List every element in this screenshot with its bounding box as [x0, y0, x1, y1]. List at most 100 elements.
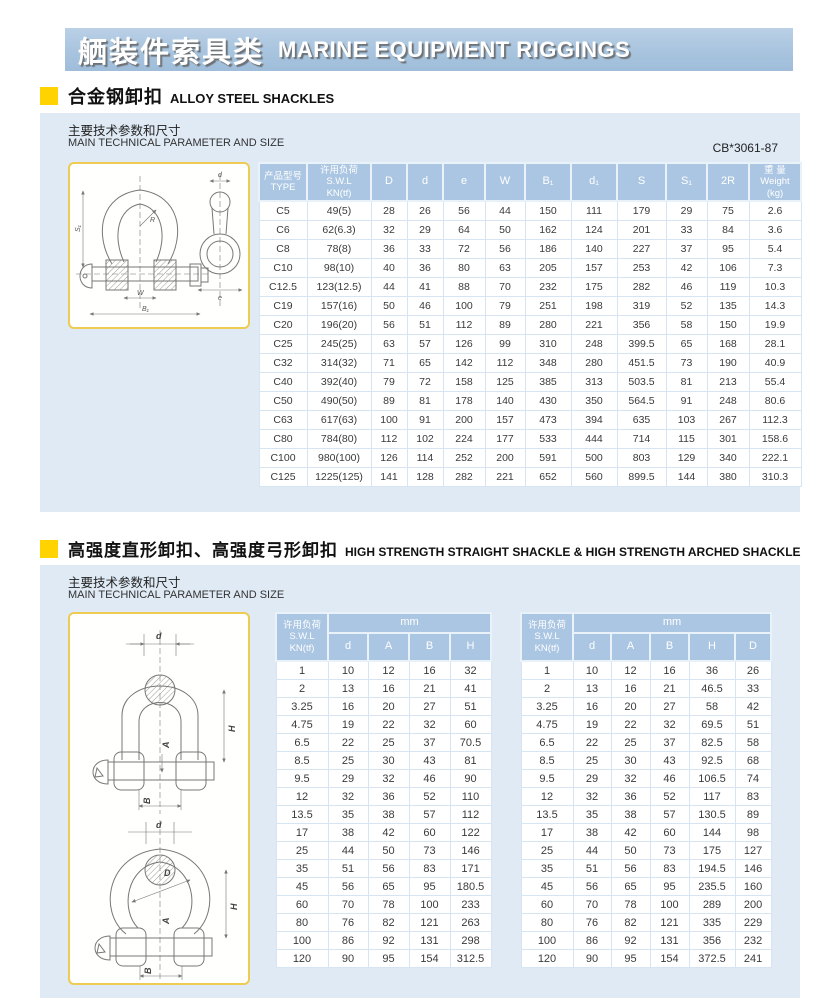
yellow-bullet-icon [40, 87, 58, 105]
table-cell: 119 [706, 277, 750, 298]
arched-table-header-row2: d A B H D [521, 632, 773, 662]
table-cell: 50 [610, 841, 651, 860]
table-cell: 200 [442, 410, 486, 431]
table-cell: 90 [572, 949, 612, 968]
table-cell: 69.5 [688, 715, 736, 734]
standard-number: CB*3061-87 [712, 141, 778, 155]
table-cell: 25 [275, 841, 329, 860]
table-cell: 27 [649, 697, 690, 716]
table-cell: 282 [616, 277, 667, 298]
table-cell: 356 [688, 931, 736, 950]
table-cell: 16 [367, 679, 410, 698]
table-cell: 3.6 [748, 220, 802, 241]
table-cell: 37 [649, 733, 690, 752]
col-header-e: e [442, 161, 486, 203]
table-cell: 92 [610, 931, 651, 950]
table-cell: 76 [572, 913, 612, 932]
table-cell: 154 [649, 949, 690, 968]
table-cell: 473 [524, 410, 572, 431]
table-cell: 8.5 [275, 751, 329, 770]
table-cell: 146 [449, 841, 492, 860]
table-cell: 1225(125) [306, 467, 372, 488]
table-cell: 348 [524, 353, 572, 374]
table-cell: 158.6 [748, 429, 802, 450]
svg-text:D: D [164, 868, 171, 878]
table-cell: 78(8) [306, 239, 372, 260]
svg-text:S₁: S₁ [75, 224, 82, 232]
table-cell: 9.5 [275, 769, 329, 788]
table-cell: 2 [275, 679, 329, 698]
table-cell: 7.3 [748, 258, 802, 279]
table-cell: 1 [520, 660, 574, 680]
table-cell: 56 [442, 200, 486, 222]
table-cell: 19 [572, 715, 612, 734]
table-cell: 63 [484, 258, 526, 279]
swl-header: 许用负荷 S.W.L KN(tf) [275, 612, 329, 662]
table-cell: 310.3 [748, 467, 802, 488]
table-cell: 56 [327, 877, 369, 896]
table-row: 25 44 50 73 146 [275, 841, 492, 860]
straight-table-header-row2: d A B H [276, 632, 493, 662]
table-cell: 340 [706, 448, 750, 469]
table-cell: 70 [572, 895, 612, 914]
table-cell: 282 [442, 467, 486, 488]
table-cell: 803 [616, 448, 667, 469]
table-row: 100 86 92 131 298 [275, 931, 492, 950]
table-cell: 162 [524, 220, 572, 241]
table-cell: 130.5 [688, 805, 736, 824]
table-cell: 194.5 [688, 859, 736, 878]
table-cell: 89 [734, 805, 772, 824]
table-cell: 106 [706, 258, 750, 279]
col-header-d: d [572, 632, 612, 662]
table-cell: 106.5 [688, 769, 736, 788]
mm-unit-header: mm [571, 612, 773, 634]
table-row: C125 1225(125) 141 128 282 221 652 560 899.5 144 3… [258, 467, 802, 488]
table-cell: 95 [610, 949, 651, 968]
table-row: 25 44 50 73 175 127 [520, 841, 772, 860]
section1-heading: 合金钢卸扣 ALLOY STEEL SHACKLES [40, 83, 334, 109]
table-cell: 22 [327, 733, 369, 752]
table-cell: 41 [449, 679, 492, 698]
table-cell: 60 [649, 823, 690, 842]
table-cell: 301 [706, 429, 750, 450]
table-cell: 196(20) [306, 315, 372, 336]
table-cell: 248 [570, 334, 618, 355]
table-cell: 82 [367, 913, 410, 932]
table-row: C40 392(40) 79 72 158 125 385 313 503.5 81 213 55.4 [258, 372, 802, 393]
table-cell: 90 [327, 949, 369, 968]
table-row: C100 980(100) 126 114 252 200 591 500 803 129 340 2… [258, 448, 802, 469]
table-cell: 43 [408, 751, 451, 770]
section2-title-english: HIGH STRENGTH STRAIGHT SHACKLE & HIGH ST… [345, 545, 801, 559]
table-cell: 131 [649, 931, 690, 950]
svg-text:R: R [150, 217, 155, 224]
table-cell: 56 [367, 859, 410, 878]
table-cell: 490(50) [306, 391, 372, 412]
table-cell: 430 [524, 391, 572, 412]
table-cell: 29 [572, 769, 612, 788]
col-header-H: H [688, 632, 736, 662]
table-cell: 121 [649, 913, 690, 932]
table-cell: 35 [572, 805, 612, 824]
table-cell: 103 [665, 410, 708, 431]
table-row: 60 70 78 100 289 200 [520, 895, 772, 914]
table-cell: 200 [734, 895, 772, 914]
alloy-shackles-table: 产品型号 TYPE 许用负荷 S.W.L KN(tf) D d e W B₁ d… [258, 161, 802, 488]
table-cell: 100 [520, 931, 574, 950]
table-cell: 98(10) [306, 258, 372, 279]
table-cell: 121 [408, 913, 451, 932]
svg-text:A: A [161, 918, 171, 926]
table-cell: 37 [408, 733, 451, 752]
table-cell: 46.5 [688, 679, 736, 698]
table-cell: 10 [327, 660, 369, 680]
table-cell: 38 [327, 823, 369, 842]
table-cell: 70.5 [449, 733, 492, 752]
table-cell: 111 [570, 200, 618, 222]
table-cell: C40 [258, 372, 308, 393]
table-row: 12 32 36 52 117 83 [520, 787, 772, 806]
table-cell: 100 [408, 895, 451, 914]
table-cell: C12.5 [258, 277, 308, 298]
table-cell: 55.4 [748, 372, 802, 393]
table-cell: C80 [258, 429, 308, 450]
svg-text:A: A [161, 742, 171, 750]
table-cell: 98 [734, 823, 772, 842]
